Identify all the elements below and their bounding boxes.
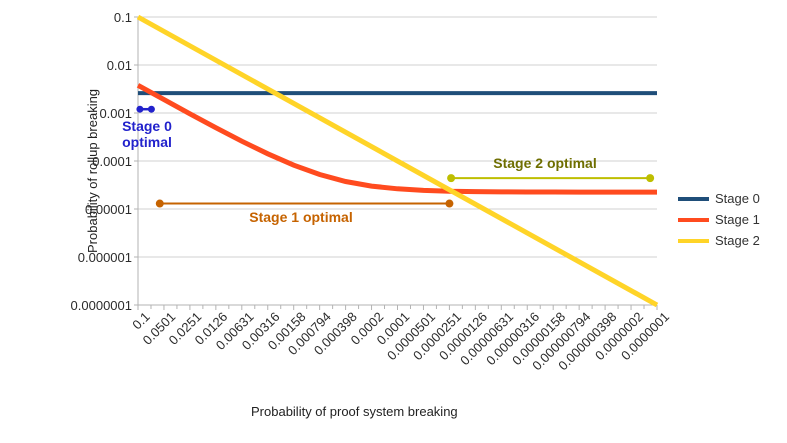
legend: Stage 0 Stage 1 Stage 2 [678, 188, 760, 251]
legend-item-stage-2: Stage 2 [678, 230, 760, 251]
y-tick-label: 0.001 [99, 105, 132, 121]
annotation-stage0-optimal-label-line2: optimal [122, 134, 172, 150]
annotation-stage2-optimal-dot-end [646, 174, 655, 183]
annotation-stage2-optimal-dot-start [447, 174, 456, 183]
annotation-stage0-optimal-label-line1: Stage 0 [122, 118, 172, 134]
x-axis-title: Probability of proof system breaking [251, 404, 458, 419]
annotation-stage0-optimal-dot-end [147, 105, 155, 113]
y-axis-title: Probability of rollup breaking [85, 88, 100, 253]
annotation-stage0-optimal-label: Stage 0 optimal [111, 118, 183, 150]
legend-item-stage-1: Stage 1 [678, 209, 760, 230]
legend-label: Stage 1 [715, 212, 760, 227]
annotation-stage0-optimal-dot-start [136, 105, 144, 113]
annotation-stage1-optimal-dot-start [155, 199, 164, 208]
legend-swatch [678, 238, 709, 243]
y-tick-label: 0.0000001 [70, 297, 132, 313]
legend-swatch [678, 217, 709, 222]
y-tick-label: 0.000001 [77, 249, 132, 265]
legend-label: Stage 2 [715, 233, 760, 248]
annotation-stage2-optimal-label: Stage 2 optimal [493, 155, 597, 171]
y-tick-label: 0.00001 [85, 201, 132, 217]
y-tick-label: 0.0001 [92, 153, 132, 169]
annotation-stage1-optimal-label: Stage 1 optimal [249, 209, 353, 225]
legend-label: Stage 0 [715, 191, 760, 206]
series-line-stage-1 [136, 83, 657, 195]
y-tick-label: 0.1 [113, 9, 132, 25]
y-tick-label: 0.01 [106, 57, 132, 73]
annotation-stage1-optimal-dot-end [445, 199, 454, 208]
series-line-stage-2 [136, 14, 659, 308]
legend-item-stage-0: Stage 0 [678, 188, 760, 209]
legend-swatch [678, 196, 709, 201]
